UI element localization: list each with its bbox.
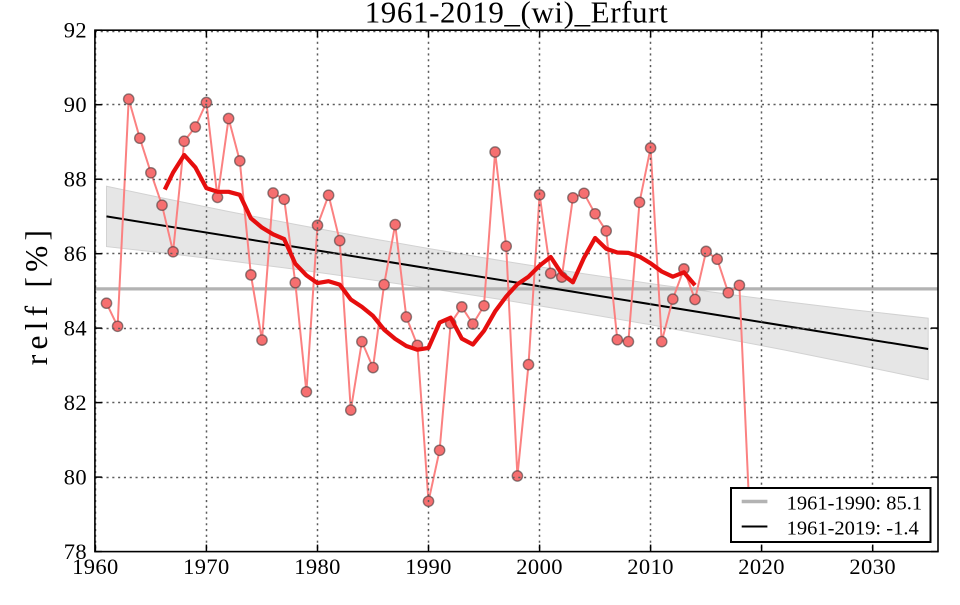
svg-text:1990: 1990 [405, 554, 452, 579]
svg-text:relf [%]: relf [%] [19, 225, 54, 365]
svg-text:84: 84 [64, 315, 87, 340]
svg-text:90: 90 [64, 92, 87, 117]
svg-text:2020: 2020 [738, 554, 785, 579]
svg-text:1961-2019_(wi)_Erfurt: 1961-2019_(wi)_Erfurt [365, 0, 669, 30]
svg-text:92: 92 [64, 18, 87, 43]
svg-text:86: 86 [64, 241, 87, 266]
svg-text:78: 78 [64, 539, 87, 564]
svg-text:2000: 2000 [516, 554, 563, 579]
svg-text:1970: 1970 [183, 554, 230, 579]
svg-text:1961-1990: 85.1: 1961-1990: 85.1 [787, 492, 923, 514]
svg-text:2010: 2010 [627, 554, 674, 579]
svg-text:1961-2019: -1.4: 1961-2019: -1.4 [787, 517, 919, 539]
svg-text:2030: 2030 [849, 554, 896, 579]
svg-text:88: 88 [64, 167, 87, 192]
svg-text:82: 82 [64, 390, 87, 415]
svg-text:80: 80 [64, 464, 87, 489]
svg-text:1980: 1980 [294, 554, 341, 579]
svg-text:1960: 1960 [72, 554, 119, 579]
